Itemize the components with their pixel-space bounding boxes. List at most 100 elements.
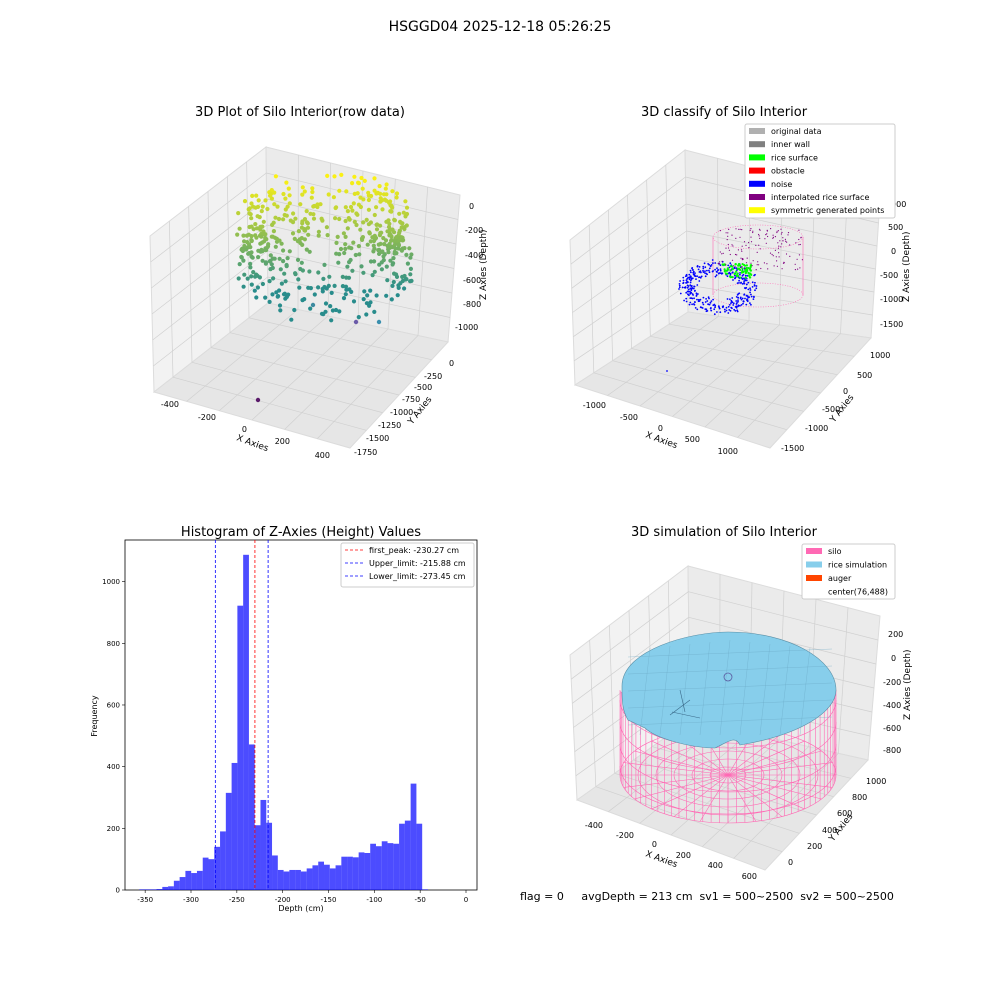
histogram-xlabel: Depth (cm) [278, 904, 323, 913]
classify-interpolated-point [746, 257, 748, 259]
classify-noise-point [704, 275, 707, 278]
classify-noise-point [711, 259, 714, 261]
classify-noise-point [712, 298, 714, 301]
classify-noise-point [689, 284, 692, 287]
raw-point [250, 255, 255, 260]
classify-interpolated-point [727, 247, 730, 249]
classify-interpolated-point [772, 234, 774, 236]
raw-point [402, 286, 407, 291]
raw-point [364, 312, 369, 317]
classify-noise-point [738, 282, 740, 284]
raw-point [277, 288, 282, 293]
raw-point [329, 290, 334, 295]
raw-point [284, 213, 289, 218]
classify-interpolated-point [787, 234, 789, 236]
raw-point [308, 306, 313, 311]
rice-mesh-line [699, 641, 711, 736]
raw-point [237, 262, 242, 267]
histogram-bar [277, 869, 284, 890]
classify-xtick-4: 1000 [718, 447, 738, 456]
classify-noise-point [752, 298, 755, 300]
classify-ytick-3: -500 [822, 405, 840, 414]
raw-outlier-point [353, 319, 359, 325]
raw-point [337, 188, 342, 193]
raw-point [350, 181, 355, 186]
classify-interpolated-point [734, 266, 736, 268]
raw-point [372, 176, 377, 181]
classify-noise-point [750, 295, 753, 298]
classify-interpolated-point [743, 241, 746, 243]
classify-rice-point [747, 271, 750, 275]
raw-point [365, 293, 370, 298]
classify-noise-point [730, 306, 733, 309]
raw-point [367, 230, 372, 235]
raw-outlier-point [255, 397, 261, 403]
raw-point [300, 192, 305, 197]
classify-ztick-0: 1000 [886, 200, 906, 209]
raw-point [396, 283, 401, 288]
classify-rice-point [740, 271, 743, 274]
raw-point [307, 269, 312, 274]
raw-point [378, 191, 383, 196]
histogram-frame [124, 539, 478, 891]
raw-point [408, 255, 413, 260]
classify-panel-title: 3D classify of Silo Interior [641, 105, 808, 120]
raw-point [272, 202, 277, 207]
classify-legend-label: noise [771, 180, 792, 189]
classify-interpolated-point [782, 237, 784, 239]
classify-interpolated-point [773, 265, 775, 267]
classify-interpolated-point [795, 242, 797, 244]
grid-line [317, 335, 419, 439]
raw-point [377, 262, 382, 267]
raw-point [351, 201, 356, 206]
classify-interpolated-point [738, 228, 740, 230]
classify-noise-point [694, 301, 696, 303]
classify-xtick-3: 500 [685, 435, 700, 444]
raw-point [356, 244, 361, 249]
classify-ztick-5: -1500 [880, 320, 903, 329]
classify-noise-point [707, 296, 710, 299]
histogram-xtick-label: 0 [464, 896, 468, 904]
classify-noise-point [746, 274, 749, 277]
histogram-bar [358, 852, 365, 890]
classify-interpolated-point [798, 254, 801, 256]
raw-point [407, 246, 412, 251]
histogram-bar [329, 868, 336, 890]
classify-noise-point [747, 288, 750, 291]
raw-point [268, 253, 273, 258]
simulation-legend-label: center(76,488) [828, 588, 888, 597]
raw-point [384, 264, 389, 269]
histogram-bar [260, 799, 267, 890]
raw-point [384, 198, 389, 203]
classify-noise-point [739, 272, 741, 274]
classify-noise-point [755, 285, 758, 287]
classify-noise-point [745, 303, 748, 306]
silo-wall-ring [619, 765, 837, 815]
histogram-ylabel: Frequency [90, 695, 99, 737]
classify-interpolated-point [778, 252, 780, 254]
classify-interpolated-point [766, 233, 768, 235]
classify-interpolated-point [736, 254, 738, 256]
classify-interpolated-point [783, 261, 785, 263]
simulation-xtick-5: 600 [742, 872, 757, 881]
classify-rice-point [726, 268, 730, 271]
classify-noise-point [729, 298, 731, 301]
classify-noise-point [714, 306, 716, 309]
classify-noise-point [714, 262, 717, 264]
classify-interpolated-point [780, 228, 782, 230]
raw-point [371, 238, 377, 244]
raw-point [267, 259, 272, 264]
raw-point [304, 247, 309, 252]
histogram-bar [416, 823, 423, 890]
classify-noise-point [700, 271, 702, 274]
raw-point [344, 189, 349, 194]
raw-point [348, 257, 353, 263]
raw-point [254, 272, 259, 277]
classify-noise-point [748, 296, 751, 298]
classify-interpolated-point [740, 249, 743, 251]
raw-point [272, 256, 277, 261]
raw-point [295, 257, 301, 262]
raw-point [299, 260, 304, 265]
classify-noise-point [740, 304, 743, 306]
classify-noise-point [735, 300, 738, 302]
